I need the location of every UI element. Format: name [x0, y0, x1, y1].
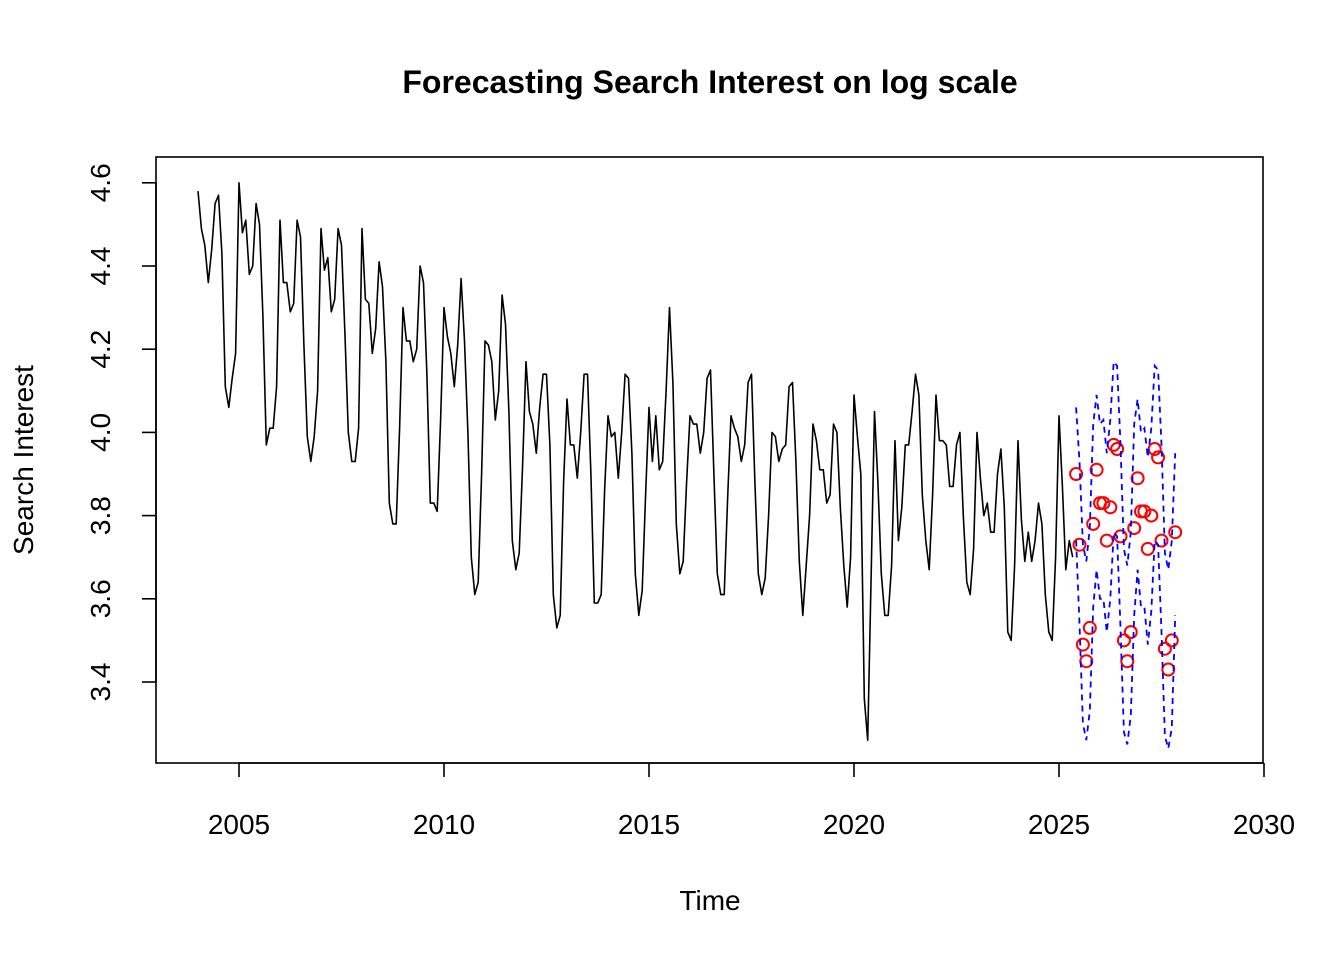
x-tick-label: 2010	[413, 809, 475, 840]
y-tick-label: 3.8	[85, 496, 116, 535]
forecast-point	[1120, 654, 1135, 669]
forecast-point	[1072, 537, 1087, 552]
chart-title: Forecasting Search Interest on log scale	[402, 64, 1017, 100]
forecast-point	[1082, 620, 1097, 635]
x-tick-label: 2025	[1028, 809, 1090, 840]
forecast-point	[1089, 462, 1104, 477]
plot-layer	[197, 182, 1183, 749]
y-tick-label: 3.6	[85, 579, 116, 618]
y-axis-label: Search Interest	[8, 365, 39, 555]
x-tick-label: 2005	[208, 809, 270, 840]
forecast-point	[1144, 508, 1159, 523]
forecast-point	[1168, 525, 1183, 540]
forecast-point	[1103, 500, 1118, 515]
forecast-point	[1116, 633, 1131, 648]
forecast-point	[1137, 504, 1152, 519]
forecast-point	[1140, 541, 1155, 556]
y-axis: 3.4 3.6 3.8 4.0 4.2 4.4 4.6	[85, 163, 157, 702]
y-tick-label: 4.2	[85, 330, 116, 369]
x-axis: 2005 2010 2015 2020 2025 2030	[208, 762, 1295, 840]
y-tick-label: 4.4	[85, 247, 116, 286]
forecast-point	[1154, 533, 1169, 548]
x-tick-label: 2030	[1233, 809, 1295, 840]
y-tick-label: 4.6	[85, 163, 116, 202]
x-axis-label: Time	[679, 885, 740, 916]
forecast-point	[1069, 467, 1084, 481]
forecast-point	[1086, 516, 1101, 531]
forecast-point	[1113, 529, 1128, 544]
forecast-point	[1110, 442, 1125, 456]
x-tick-label: 2020	[823, 809, 885, 840]
forecast-point	[1127, 521, 1142, 536]
forecast-point	[1096, 496, 1111, 511]
y-tick-label: 4.0	[85, 413, 116, 452]
forecast-point	[1075, 637, 1090, 652]
lower-interval-line	[1075, 529, 1177, 749]
y-tick-label: 3.4	[85, 663, 116, 702]
forecast-point	[1123, 625, 1138, 640]
forecast-point	[1099, 533, 1114, 548]
history-series-line	[197, 182, 1074, 742]
forecast-point	[1151, 450, 1166, 465]
forecast-point	[1161, 662, 1176, 677]
x-tick-label: 2015	[618, 809, 680, 840]
forecast-point	[1164, 633, 1179, 648]
forecast-point	[1130, 471, 1145, 486]
forecast-point	[1147, 442, 1162, 456]
forecast-point	[1157, 641, 1172, 656]
